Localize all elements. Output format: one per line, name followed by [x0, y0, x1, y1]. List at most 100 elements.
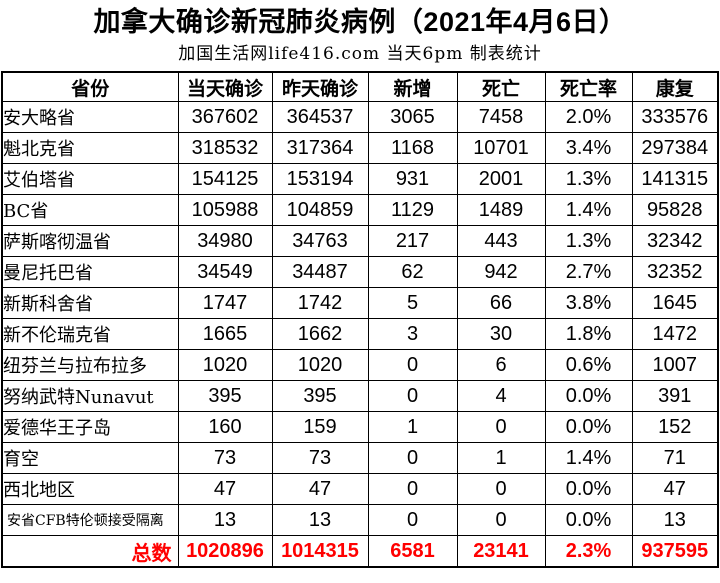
table-row: 西北地区 47 47 0 0 0.0% 47: [1, 473, 719, 505]
value-cell: 13: [177, 504, 273, 536]
total-row: 总数 1020896 1014315 6581 23141 2.3% 937595: [1, 535, 719, 568]
value-cell: 32342: [631, 225, 719, 257]
value-cell: 7458: [456, 101, 546, 133]
value-cell: 1489: [456, 194, 546, 226]
table-row: 安省CFB特伦顿接受隔离 13 13 0 0 0.0% 13: [1, 504, 719, 536]
value-cell: 931: [367, 163, 458, 195]
province-cell: 纽芬兰与拉布拉多: [1, 349, 179, 381]
table-row: 爱德华王子岛 160 159 1 0 0.0% 152: [1, 411, 719, 443]
value-cell: 1742: [271, 287, 369, 319]
province-cell: 安大略省: [1, 101, 179, 133]
table-row: 安大略省 367602 364537 3065 7458 2.0% 333576: [1, 101, 719, 133]
province-cell: 新不伦瑞克省: [1, 318, 179, 350]
table-row: 萨斯喀彻温省 34980 34763 217 443 1.3% 32342: [1, 225, 719, 257]
value-cell: 367602: [177, 101, 273, 133]
value-cell: 0: [367, 349, 458, 381]
value-cell: 47: [271, 473, 369, 505]
province-cell: 安省CFB特伦顿接受隔离: [1, 504, 179, 536]
value-cell: 317364: [271, 132, 369, 164]
value-cell: 942: [456, 256, 546, 288]
value-cell: 2.0%: [544, 101, 633, 133]
total-label: 总数: [1, 535, 179, 568]
column-header: 当天确诊: [177, 71, 273, 102]
value-cell: 34549: [177, 256, 273, 288]
value-cell: 3.4%: [544, 132, 633, 164]
value-cell: 2001: [456, 163, 546, 195]
value-cell: 1472: [631, 318, 719, 350]
page-title: 加拿大确诊新冠肺炎病例（2021年4月6日）: [93, 7, 627, 37]
value-cell: 95828: [631, 194, 719, 226]
value-cell: 34980: [177, 225, 273, 257]
province-cell: 西北地区: [1, 473, 179, 505]
column-header: 省份: [1, 71, 179, 102]
value-cell: 0.0%: [544, 380, 633, 412]
value-cell: 443: [456, 225, 546, 257]
value-cell: 1: [367, 411, 458, 443]
value-cell: 10701: [456, 132, 546, 164]
value-cell: 154125: [177, 163, 273, 195]
value-cell: 0.0%: [544, 473, 633, 505]
value-cell: 105988: [177, 194, 273, 226]
value-cell: 34487: [271, 256, 369, 288]
page-subtitle: 加国生活网life416.com 当天6pm 制表统计: [178, 44, 542, 64]
table-row: 努纳武特Nunavut 395 395 0 4 0.0% 391: [1, 380, 719, 412]
table-row: 纽芬兰与拉布拉多 1020 1020 0 6 0.6% 1007: [1, 349, 719, 381]
value-cell: 0: [456, 504, 546, 536]
value-cell: 1.4%: [544, 194, 633, 226]
province-cell: 新斯科舍省: [1, 287, 179, 319]
table-body: 安大略省 367602 364537 3065 7458 2.0% 333576 魁北克省 31…: [1, 101, 719, 536]
value-cell: 160: [177, 411, 273, 443]
value-cell: 1.8%: [544, 318, 633, 350]
table-row: 新不伦瑞克省 1665 1662 3 30 1.8% 1472: [1, 318, 719, 350]
value-cell: 0: [367, 473, 458, 505]
value-cell: 1.3%: [544, 225, 633, 257]
value-cell: 1.3%: [544, 163, 633, 195]
value-cell: 13: [631, 504, 719, 536]
value-cell: 0.6%: [544, 349, 633, 381]
value-cell: 1.4%: [544, 442, 633, 474]
value-cell: 66: [456, 287, 546, 319]
value-cell: 13: [271, 504, 369, 536]
value-cell: 71: [631, 442, 719, 474]
total-value-cell: 6581: [367, 535, 458, 568]
column-header: 昨天确诊: [271, 71, 369, 102]
value-cell: 1168: [367, 132, 458, 164]
province-cell: 爱德华王子岛: [1, 411, 179, 443]
province-cell: 萨斯喀彻温省: [1, 225, 179, 257]
value-cell: 364537: [271, 101, 369, 133]
value-cell: 1662: [271, 318, 369, 350]
value-cell: 0: [456, 473, 546, 505]
table-row: 艾伯塔省 154125 153194 931 2001 1.3% 141315: [1, 163, 719, 195]
province-cell: 魁北克省: [1, 132, 179, 164]
value-cell: 1020: [177, 349, 273, 381]
column-header: 康复: [631, 71, 719, 102]
value-cell: 3065: [367, 101, 458, 133]
value-cell: 1645: [631, 287, 719, 319]
total-value-cell: 23141: [456, 535, 546, 568]
covid-stats-table: 省份 当天确诊 昨天确诊 新增 死亡 死亡率 康复 安大略省 367602 364537 3065…: [1, 71, 719, 568]
value-cell: 47: [631, 473, 719, 505]
column-header: 新增: [367, 71, 458, 102]
province-cell: 努纳武特Nunavut: [1, 380, 179, 412]
value-cell: 141315: [631, 163, 719, 195]
province-cell: 曼尼托巴省: [1, 256, 179, 288]
value-cell: 1129: [367, 194, 458, 226]
column-header: 死亡: [456, 71, 546, 102]
value-cell: 6: [456, 349, 546, 381]
column-header: 死亡率: [544, 71, 633, 102]
value-cell: 153194: [271, 163, 369, 195]
value-cell: 34763: [271, 225, 369, 257]
total-value-cell: 937595: [631, 535, 719, 568]
value-cell: 0: [367, 442, 458, 474]
province-cell: BC省: [1, 194, 179, 226]
table-row: 曼尼托巴省 34549 34487 62 942 2.7% 32352: [1, 256, 719, 288]
value-cell: 5: [367, 287, 458, 319]
province-cell: 育空: [1, 442, 179, 474]
value-cell: 104859: [271, 194, 369, 226]
value-cell: 62: [367, 256, 458, 288]
total-value-cell: 1020896: [177, 535, 273, 568]
header-row: 省份 当天确诊 昨天确诊 新增 死亡 死亡率 康复: [1, 71, 719, 102]
value-cell: 47: [177, 473, 273, 505]
value-cell: 0: [367, 504, 458, 536]
value-cell: 0.0%: [544, 411, 633, 443]
